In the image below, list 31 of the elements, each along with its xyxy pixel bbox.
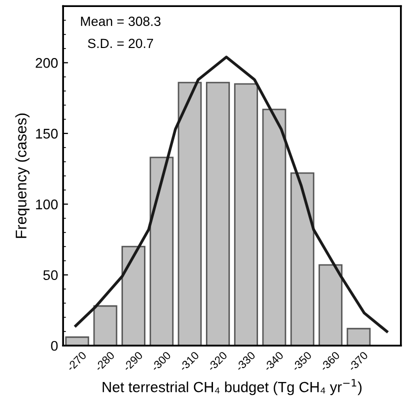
y-tick-label: 150 [36,128,58,139]
x-tick-label: -360 [320,350,340,372]
bar [234,83,258,346]
x-axis-title: Net terrestrial CH₄ budget (Tg CH₄ yr$^{−1}$) [102,379,362,396]
x-tick-label: -270 [66,350,87,372]
x-tick-label: -350 [291,350,312,372]
x-tick-label: -340 [263,350,284,372]
x-tick-label: -280 [94,350,115,372]
bar [346,328,371,346]
y-axis-title: Frequency (cases) [15,114,30,238]
bar [262,108,286,346]
bar [150,156,174,346]
bar [178,82,202,346]
x-tick-label: -370 [348,350,368,372]
y-tick-label: 100 [36,199,58,210]
bar [290,172,314,346]
bar [318,264,342,346]
annotation: S.D. = 20.7 [88,38,154,48]
x-tick-label: -320 [206,350,228,372]
bar [93,305,118,346]
y-tick-label: 0 [51,340,58,351]
y-tick-label: 200 [36,58,58,68]
x-tick-label: -290 [122,350,144,372]
x-tick-label: -300 [150,350,172,372]
x-tick-label: -310 [178,350,200,372]
annotation: Mean = 308.3 [81,16,160,26]
x-tick-label: -330 [235,350,256,372]
y-tick-label: 50 [43,270,58,280]
line-series [74,56,388,333]
bar [122,246,146,346]
bar [206,82,230,346]
